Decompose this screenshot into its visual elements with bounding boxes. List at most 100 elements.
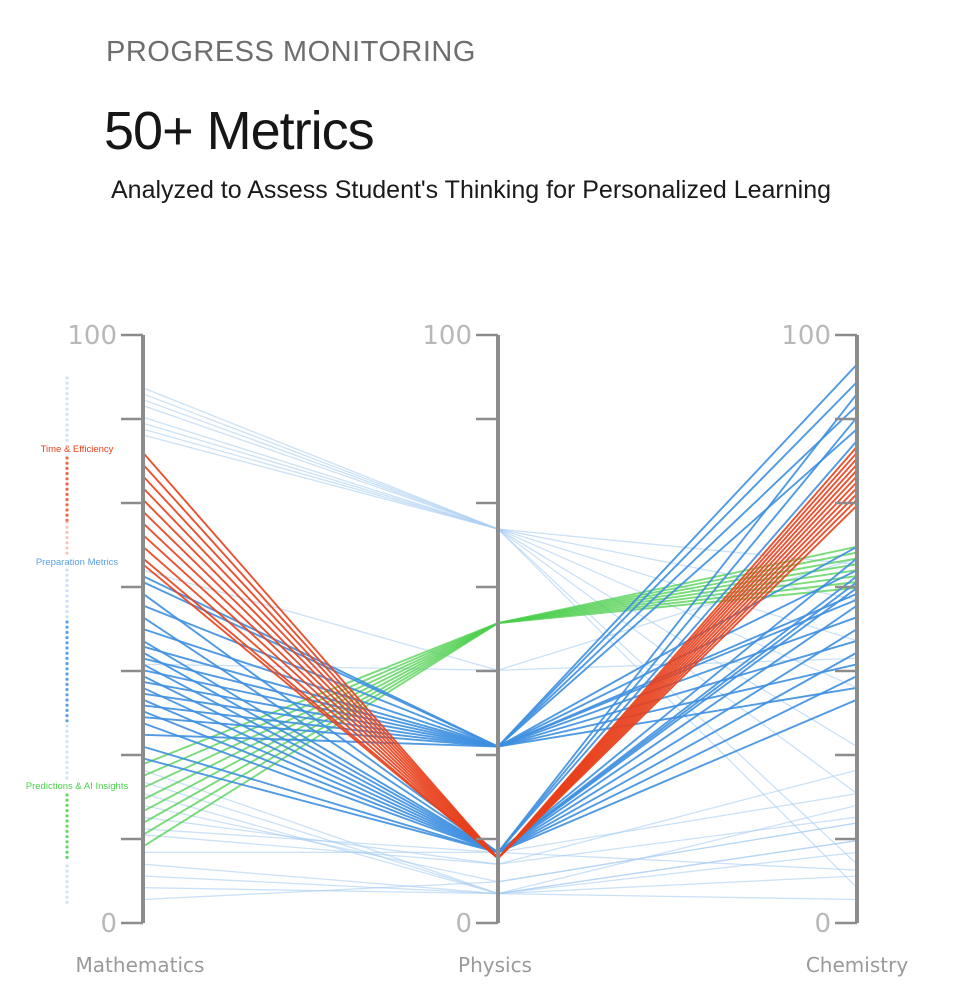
- metric-dot: [65, 651, 69, 655]
- tick-label-min: 0: [455, 909, 472, 939]
- metric-dot: [65, 456, 69, 460]
- metric-dot: [65, 438, 69, 442]
- axis-label-mathematics: Mathematics: [76, 953, 205, 977]
- metric-dot: [65, 814, 69, 818]
- metric-dot: [65, 672, 69, 676]
- metric-dot: [65, 503, 69, 507]
- axis-label-physics: Physics: [458, 953, 532, 977]
- metric-dot: [65, 513, 69, 517]
- metric-dot: [65, 551, 69, 555]
- group-legend: Time & Efficiency Preparation Metrics Pred…: [26, 376, 129, 905]
- metric-dot: [65, 376, 69, 380]
- metric-dot: [65, 771, 69, 775]
- metric-dot: [65, 682, 69, 687]
- metric-dot: [65, 641, 69, 645]
- metric-dot: [65, 492, 69, 496]
- metric-dot: [65, 850, 69, 854]
- metric-dot: [65, 646, 69, 650]
- metric-dot: [65, 845, 69, 849]
- metric-dot: [65, 656, 69, 661]
- metric-dot: [65, 760, 69, 765]
- metric-dot: [65, 428, 69, 432]
- metric-dot: [65, 677, 69, 681]
- metric-dot: [65, 610, 69, 614]
- metric-dot: [65, 724, 69, 728]
- metric-dot: [65, 636, 69, 640]
- metric-dot: [65, 667, 69, 671]
- metric-dot: [65, 885, 69, 889]
- metric-dot: [65, 740, 69, 744]
- metric-dot: [65, 578, 69, 583]
- metric-dot: [65, 541, 69, 545]
- metric-dot: [65, 895, 69, 899]
- group-label-predictions-ai-insights: Predictions & AI Insights: [26, 781, 129, 792]
- metric-dot: [65, 693, 69, 697]
- metric-dot: [65, 890, 69, 894]
- metric-dot: [65, 599, 69, 603]
- metric-dot: [65, 392, 69, 396]
- metric-dot: [65, 604, 69, 609]
- metric-dot: [65, 776, 69, 780]
- metric-dot: [65, 835, 69, 839]
- tick-label-max: 100: [781, 321, 831, 351]
- metric-dot: [65, 750, 69, 754]
- metric-dot: [65, 520, 69, 524]
- metric-dot: [65, 525, 69, 529]
- metric-dot: [65, 546, 69, 550]
- metric-dot: [65, 729, 69, 733]
- metric-dot: [65, 584, 69, 588]
- metric-dot: [65, 855, 69, 860]
- metric-dot: [65, 703, 69, 707]
- metric-dot: [65, 397, 69, 401]
- metric-dot: [65, 630, 69, 635]
- axis-chemistry: 100 0 Chemistry: [781, 321, 908, 977]
- metric-dot: [65, 864, 69, 868]
- metric-dot: [65, 589, 69, 593]
- metric-dot: [65, 625, 69, 629]
- metric-dot: [65, 386, 69, 390]
- metric-dot: [65, 487, 69, 491]
- metric-dot: [65, 573, 69, 577]
- tick-label-min: 0: [814, 909, 831, 939]
- tick-label-max: 100: [67, 321, 117, 351]
- metric-dot: [65, 433, 69, 437]
- axis-physics: 100 0 Physics: [422, 321, 532, 977]
- metric-dot: [65, 568, 69, 572]
- metric-dot: [65, 688, 69, 692]
- metric-dot: [65, 824, 69, 828]
- metric-dot: [65, 412, 69, 416]
- section-eyebrow: PROGRESS MONITORING: [106, 36, 476, 68]
- axis-mathematics: 100 0 Mathematics: [67, 321, 204, 977]
- tick-label-min: 0: [100, 909, 117, 939]
- metric-dot: [65, 719, 69, 723]
- metric-dot: [65, 698, 69, 702]
- metric-dot: [65, 869, 69, 873]
- metric-dot: [65, 755, 69, 759]
- metric-dot: [65, 620, 69, 624]
- metric-dot: [65, 472, 69, 476]
- group-label-time-efficiency: Time & Efficiency: [41, 444, 114, 455]
- metric-dot: [65, 466, 69, 470]
- metric-dot: [65, 461, 69, 465]
- metric-dot: [65, 615, 69, 619]
- metric-dot: [65, 840, 69, 844]
- metric-dot: [65, 423, 69, 427]
- metric-dot: [65, 734, 69, 739]
- metric-dot: [65, 803, 69, 808]
- metric-dot: [65, 536, 69, 540]
- metric-dot: [65, 594, 69, 598]
- metric-dot: [65, 418, 69, 422]
- metric-dot: [65, 714, 69, 718]
- metric-dot: [65, 407, 69, 411]
- metric-dot: [65, 809, 69, 813]
- metric-dot: [65, 874, 69, 879]
- metric-dot: [65, 381, 69, 385]
- metric-dot: [65, 880, 69, 884]
- metric-dot: [65, 508, 69, 512]
- metric-dot: [65, 530, 69, 535]
- metric-dot: [65, 482, 69, 486]
- axes: 100 0 Mathematics 100 0 Physics 100 0 Chemistry: [67, 321, 908, 977]
- metric-dot: [65, 402, 69, 406]
- metric-dot: [65, 766, 69, 770]
